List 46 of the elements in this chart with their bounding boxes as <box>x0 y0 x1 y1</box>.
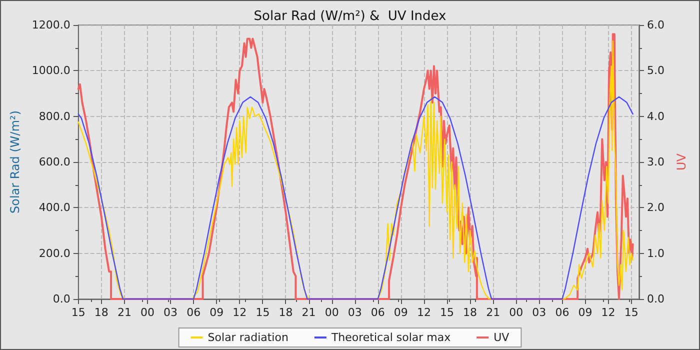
x-tick-label: 18 <box>94 306 108 319</box>
x-tick-label: 03 <box>532 306 546 319</box>
x-tick-label: 06 <box>186 306 201 319</box>
y-tick-label: 0.0 <box>52 292 70 306</box>
x-tick-label: 09 <box>578 306 592 319</box>
x-tick-label: 09 <box>210 306 224 319</box>
x-tick-label: 18 <box>463 306 478 319</box>
y-tick-label: 1200.0 <box>32 18 70 32</box>
y-axis-title: Solar Rad (W/m²) <box>8 110 22 214</box>
legend-label: UV <box>494 331 510 344</box>
y2-tick-label: 3.0 <box>647 156 664 168</box>
y2-tick-label: 4.0 <box>647 110 664 123</box>
y2-axis-title: UV <box>674 152 688 170</box>
x-tick-label: 21 <box>302 306 316 319</box>
y-tick-label: 600.0 <box>38 156 70 168</box>
y2-tick-label: 2.0 <box>647 201 664 214</box>
x-tick-label: 12 <box>601 306 616 319</box>
x-tick-label: 03 <box>348 306 362 319</box>
y2-tick-label: 5.0 <box>647 64 664 78</box>
x-tick-label: 03 <box>164 306 178 319</box>
chart-title: Solar Rad (W/m²) & UV Index <box>254 9 447 24</box>
x-tick-label: 15 <box>256 306 270 319</box>
x-tick-label: 00 <box>509 306 524 319</box>
y-tick-label: 200.0 <box>38 246 70 260</box>
legend-label: Solar radiation <box>208 331 288 344</box>
y-tick-label: 400.0 <box>38 201 70 214</box>
x-tick-label: 06 <box>555 306 570 319</box>
x-tick-label: 18 <box>278 306 293 319</box>
legend-label: Theoretical solar max <box>330 331 452 344</box>
x-tick-label: 21 <box>486 306 500 319</box>
y2-tick-label: 1.0 <box>647 246 664 260</box>
x-tick-label: 00 <box>140 306 155 319</box>
x-tick-label: 12 <box>416 306 431 319</box>
y-tick-label: 800.0 <box>38 110 70 123</box>
x-tick-label: 21 <box>117 306 132 319</box>
x-tick-label: 12 <box>232 306 247 319</box>
x-tick-label: 06 <box>370 306 385 319</box>
y-tick-label: 1000.0 <box>32 64 70 78</box>
y2-tick-label: 0.0 <box>647 292 664 306</box>
x-tick-label: 15 <box>71 306 86 319</box>
x-tick-label: 00 <box>324 306 339 319</box>
x-tick-label: 15 <box>624 306 638 319</box>
x-tick-label: 15 <box>440 306 454 319</box>
y2-tick-label: 6.0 <box>647 18 664 32</box>
line-series <box>78 96 634 300</box>
x-tick-label: 09 <box>394 306 408 319</box>
